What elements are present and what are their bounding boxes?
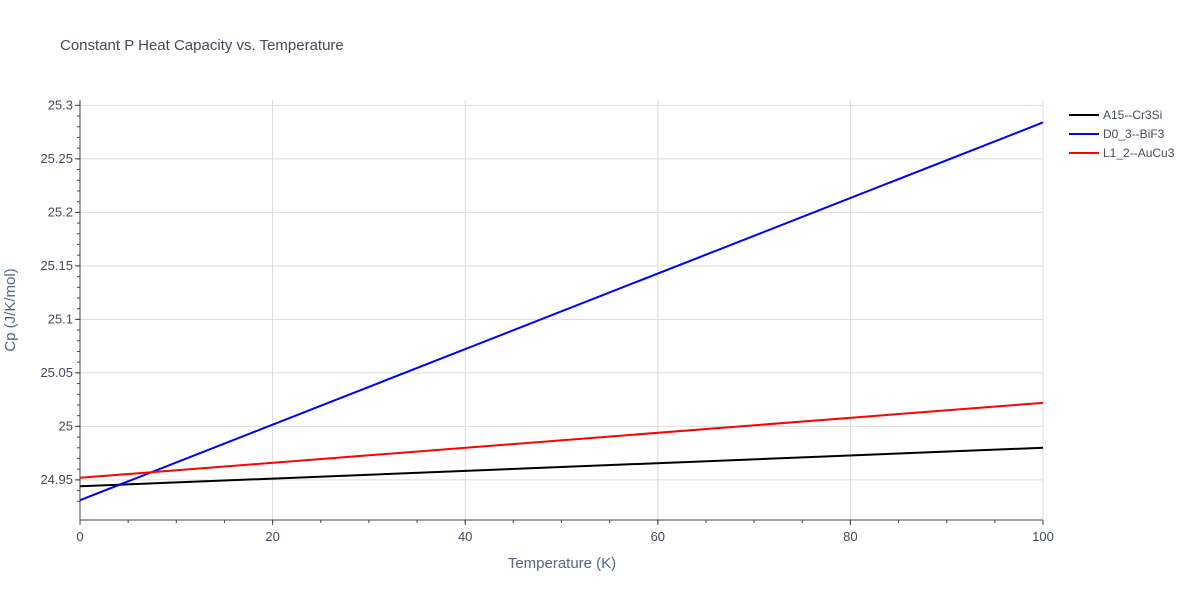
y-tick-label: 25.05	[40, 365, 73, 380]
legend-label: A15--Cr3Si	[1103, 108, 1162, 122]
y-tick-label: 25.25	[40, 151, 73, 166]
legend-label: L1_2--AuCu3	[1103, 146, 1175, 160]
series-line-2	[79, 121, 1044, 502]
x-tick-label: 100	[1032, 529, 1054, 544]
series-line-1	[79, 446, 1044, 488]
x-tick-label: 40	[458, 529, 472, 544]
x-axis-label: Temperature (K)	[508, 555, 616, 572]
legend-item-3[interactable]: L1_2--AuCu3	[1069, 146, 1175, 160]
y-tick-label: 25.2	[48, 204, 73, 219]
x-tick-label: 20	[265, 529, 279, 544]
y-tick-label: 24.95	[40, 472, 73, 487]
legend-item-1[interactable]: A15--Cr3Si	[1069, 108, 1162, 122]
legend-label: D0_3--BiF3	[1103, 127, 1165, 141]
series-line-3	[79, 401, 1044, 479]
x-tick-label: 60	[651, 529, 665, 544]
series-layer	[79, 121, 1044, 502]
y-tick-label: 25	[59, 418, 73, 433]
x-tick-label: 80	[843, 529, 857, 544]
axes-layer: 24.95 25 25.05 25.1 25.15 25.2 25.25 25.3 0 20 40 6…	[40, 97, 1053, 544]
y-tick-label: 25.3	[48, 97, 73, 112]
legend-item-2[interactable]: D0_3--BiF3	[1069, 127, 1165, 141]
y-tick-label: 25.1	[48, 311, 73, 326]
y-tick-label: 25.15	[40, 258, 73, 273]
chart-title: Constant P Heat Capacity vs. Temperature	[60, 37, 344, 54]
legend[interactable]: A15--Cr3Si D0_3--BiF3 L1_2--AuCu3	[1069, 108, 1175, 160]
x-tick-label: 0	[76, 529, 83, 544]
grid-layer	[80, 100, 1044, 520]
y-axis-label: Cp (J/K/mol)	[2, 268, 19, 351]
